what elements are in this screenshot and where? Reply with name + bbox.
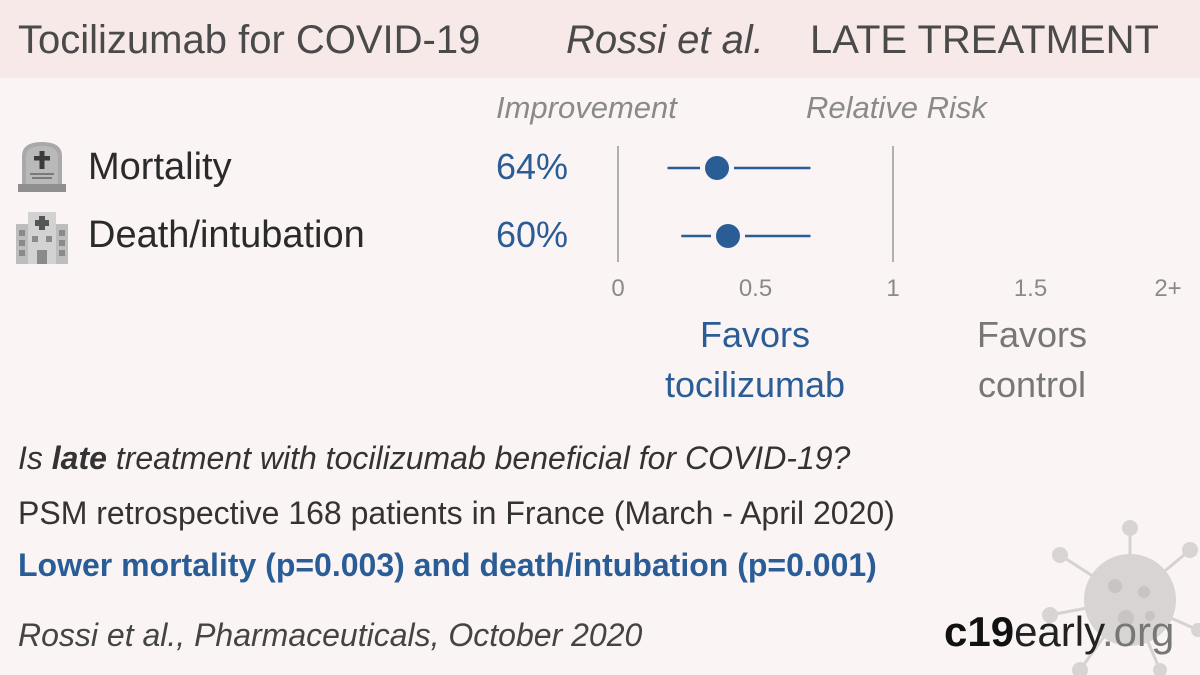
favors-control-label: Favors control	[932, 310, 1132, 410]
favors-treatment-line2: tocilizumab	[664, 364, 846, 405]
x-tick-label-1: 0.5	[739, 275, 772, 302]
relative-risk-column-header: Relative Risk	[806, 90, 987, 125]
improvement-value-death-intubation: 60%	[496, 214, 569, 255]
favors-control-line2: control	[977, 364, 1087, 405]
citation: Rossi et al., Pharmaceuticals, October 2…	[18, 617, 643, 653]
hospital-icon	[16, 208, 68, 269]
point-estimate-mortality	[705, 156, 729, 180]
outcome-label-death-intubation: Death/intubation	[88, 214, 365, 256]
x-tick-label-0: 0	[611, 275, 624, 302]
question-prefix: Is	[18, 440, 52, 476]
improvement-value-mortality: 64%	[496, 146, 569, 187]
favors-control-line1: Favors	[976, 314, 1088, 355]
brand-logo: c19early.org	[944, 608, 1174, 656]
header-bar: Tocilizumab for COVID-19 Rossi et al. LA…	[0, 0, 1200, 78]
brand-part-early: early	[1014, 608, 1102, 655]
favors-treatment-line1: Favors	[699, 314, 811, 355]
brand-part-org: .org	[1102, 608, 1175, 655]
x-tick-label-2: 1	[886, 275, 899, 302]
favors-treatment-label: Favors tocilizumab	[640, 310, 870, 410]
question-emphasis: late	[51, 440, 107, 476]
virus-icon	[1042, 520, 1200, 675]
outcome-label-mortality: Mortality	[88, 146, 232, 188]
study-design: PSM retrospective 168 patients in France…	[18, 495, 895, 531]
improvement-column-header: Improvement	[496, 90, 677, 125]
brand-part-c19: c19	[944, 608, 1015, 655]
page-title: Tocilizumab for COVID-19	[18, 18, 481, 62]
study-question: Is late treatment with tocilizumab benef…	[18, 438, 850, 478]
x-tick-label-3: 1.5	[1014, 275, 1047, 302]
study-authors: Rossi et al.	[566, 18, 764, 62]
point-estimate-death-intubation	[716, 224, 740, 248]
question-suffix: treatment with tocilizumab beneficial fo…	[106, 440, 851, 476]
forest-plot: 0 0.5 1 1.5 2+	[611, 146, 1182, 302]
x-tick-label-4: 2+	[1154, 275, 1181, 302]
tombstone-icon	[16, 140, 68, 199]
study-conclusion: Lower mortality (p=0.003) and death/intu…	[18, 547, 877, 583]
treatment-stage: LATE TREATMENT	[810, 18, 1159, 62]
